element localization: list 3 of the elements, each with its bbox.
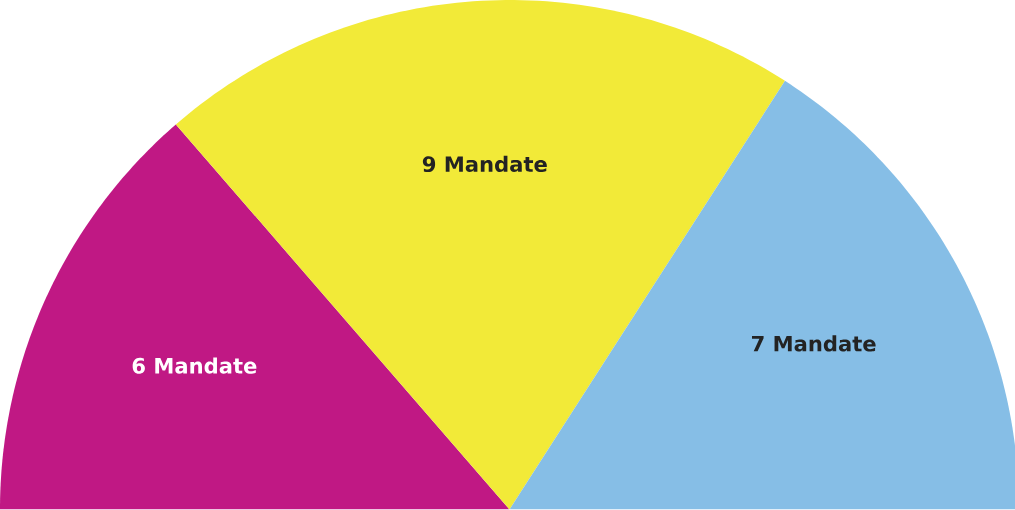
data-label: 9 Mandate	[422, 156, 547, 173]
data-label: 7 Mandate	[752, 335, 876, 352]
data-label: 6 Mandate	[132, 357, 257, 374]
